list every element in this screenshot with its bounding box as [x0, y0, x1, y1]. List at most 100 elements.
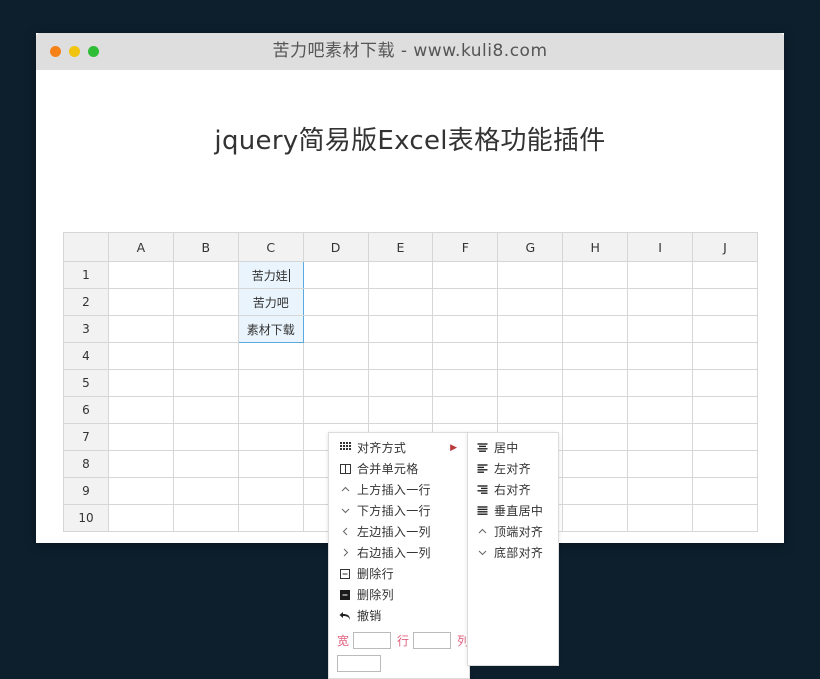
column-header-e[interactable]: E — [367, 232, 434, 262]
cell-g1[interactable] — [497, 261, 564, 289]
row-header-2[interactable]: 2 — [63, 288, 109, 316]
cell-c1[interactable]: 苦力娃 — [237, 261, 304, 289]
maximize-dot-icon[interactable] — [88, 46, 99, 57]
cell-g6[interactable] — [497, 396, 564, 424]
menu-item-align[interactable]: 对齐方式 ▶ — [329, 437, 469, 458]
cell-h3[interactable] — [562, 315, 629, 343]
cell-d5[interactable] — [302, 369, 369, 397]
cell-b4[interactable] — [172, 342, 239, 370]
cell-d2[interactable] — [302, 288, 369, 316]
cell-a6[interactable] — [108, 396, 174, 424]
cell-j3[interactable] — [692, 315, 758, 343]
cell-b5[interactable] — [172, 369, 239, 397]
cell-a10[interactable] — [108, 504, 174, 532]
column-header-g[interactable]: G — [497, 232, 564, 262]
cell-h8[interactable] — [562, 450, 629, 478]
cell-i5[interactable] — [627, 369, 694, 397]
menu-item-insert-row-above[interactable]: 上方插入一行 — [329, 479, 469, 500]
cell-d1[interactable] — [302, 261, 369, 289]
submenu-item-align-right[interactable]: 右对齐 — [468, 479, 558, 500]
column-header-h[interactable]: H — [562, 232, 629, 262]
minimize-dot-icon[interactable] — [69, 46, 80, 57]
cell-j7[interactable] — [692, 423, 758, 451]
cell-b8[interactable] — [172, 450, 239, 478]
row-header-4[interactable]: 4 — [63, 342, 109, 370]
row-header-8[interactable]: 8 — [63, 450, 109, 478]
row-header-9[interactable]: 9 — [63, 477, 109, 505]
cell-i10[interactable] — [627, 504, 694, 532]
cell-i1[interactable] — [627, 261, 694, 289]
cell-f4[interactable] — [432, 342, 499, 370]
cell-f1[interactable] — [432, 261, 499, 289]
submenu-item-align-middle[interactable]: 垂直居中 — [468, 500, 558, 521]
cell-b2[interactable] — [172, 288, 239, 316]
cell-c7[interactable] — [237, 423, 304, 451]
cell-e2[interactable] — [367, 288, 434, 316]
cell-j2[interactable] — [692, 288, 758, 316]
cell-j9[interactable] — [692, 477, 758, 505]
cell-j6[interactable] — [692, 396, 758, 424]
cell-b3[interactable] — [172, 315, 239, 343]
cell-c6[interactable] — [237, 396, 304, 424]
extra-input[interactable] — [337, 655, 381, 672]
row-header-7[interactable]: 7 — [63, 423, 109, 451]
cell-i3[interactable] — [627, 315, 694, 343]
cell-h6[interactable] — [562, 396, 629, 424]
cell-f2[interactable] — [432, 288, 499, 316]
cell-c4[interactable] — [237, 342, 304, 370]
cell-i7[interactable] — [627, 423, 694, 451]
cell-h9[interactable] — [562, 477, 629, 505]
submenu-item-align-top[interactable]: 顶端对齐 — [468, 521, 558, 542]
cell-i4[interactable] — [627, 342, 694, 370]
cell-d3[interactable] — [302, 315, 369, 343]
cell-h5[interactable] — [562, 369, 629, 397]
cell-c5[interactable] — [237, 369, 304, 397]
cell-j5[interactable] — [692, 369, 758, 397]
menu-item-insert-column-right[interactable]: 右边插入一列 — [329, 542, 469, 563]
row-header-1[interactable]: 1 — [63, 261, 109, 289]
cell-e6[interactable] — [367, 396, 434, 424]
cell-a9[interactable] — [108, 477, 174, 505]
row-input[interactable] — [413, 632, 452, 649]
cell-g3[interactable] — [497, 315, 564, 343]
cell-b6[interactable] — [172, 396, 239, 424]
cell-c3[interactable]: 素材下载 — [237, 315, 304, 343]
column-header-a[interactable]: A — [108, 232, 174, 262]
cell-c10[interactable] — [237, 504, 304, 532]
cell-b1[interactable] — [172, 261, 239, 289]
cell-b9[interactable] — [172, 477, 239, 505]
menu-item-undo[interactable]: 撤销 — [329, 605, 469, 626]
column-header-i[interactable]: I — [627, 232, 694, 262]
submenu-item-align-center[interactable]: 居中 — [468, 437, 558, 458]
cell-e1[interactable] — [367, 261, 434, 289]
cell-f3[interactable] — [432, 315, 499, 343]
menu-item-insert-column-left[interactable]: 左边插入一列 — [329, 521, 469, 542]
cell-g2[interactable] — [497, 288, 564, 316]
cell-a3[interactable] — [108, 315, 174, 343]
cell-b7[interactable] — [172, 423, 239, 451]
column-header-d[interactable]: D — [302, 232, 369, 262]
cell-d6[interactable] — [302, 396, 369, 424]
cell-a8[interactable] — [108, 450, 174, 478]
close-dot-icon[interactable] — [50, 46, 61, 57]
cell-j10[interactable] — [692, 504, 758, 532]
menu-item-merge-cells[interactable]: 合并单元格 — [329, 458, 469, 479]
cell-d4[interactable] — [302, 342, 369, 370]
cell-a2[interactable] — [108, 288, 174, 316]
cell-h1[interactable] — [562, 261, 629, 289]
cell-f5[interactable] — [432, 369, 499, 397]
row-header-5[interactable]: 5 — [63, 369, 109, 397]
submenu-item-align-left[interactable]: 左对齐 — [468, 458, 558, 479]
cell-h4[interactable] — [562, 342, 629, 370]
cell-i8[interactable] — [627, 450, 694, 478]
column-header-j[interactable]: J — [692, 232, 758, 262]
cell-c9[interactable] — [237, 477, 304, 505]
cell-g5[interactable] — [497, 369, 564, 397]
menu-item-insert-row-below[interactable]: 下方插入一行 — [329, 500, 469, 521]
cell-a5[interactable] — [108, 369, 174, 397]
cell-a7[interactable] — [108, 423, 174, 451]
row-header-6[interactable]: 6 — [63, 396, 109, 424]
cell-e4[interactable] — [367, 342, 434, 370]
row-header-3[interactable]: 3 — [63, 315, 109, 343]
width-input[interactable] — [353, 632, 392, 649]
